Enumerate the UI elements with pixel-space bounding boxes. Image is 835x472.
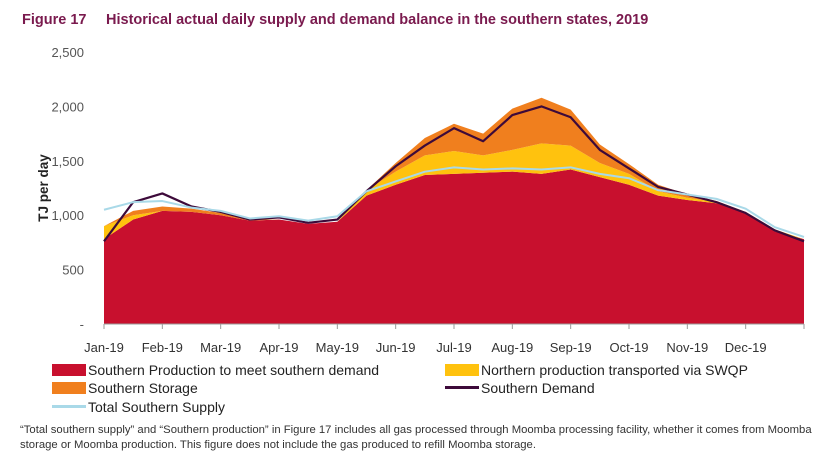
x-tick-label-jul-19: Jul-19 <box>436 340 471 355</box>
legend-line-total-supply <box>52 405 86 408</box>
figure-heading: Figure 17 Historical actual daily supply … <box>22 12 648 28</box>
area-northern-production-transported-via-swqp <box>104 143 804 240</box>
line-total-southern-supply <box>103 166 805 238</box>
y-axis-title: TJ per day <box>36 154 51 222</box>
x-tick-label-dec-19: Dec-19 <box>725 340 767 355</box>
figure-label: Figure 17 <box>22 12 87 28</box>
y-tick-label-0: - <box>80 317 84 332</box>
x-tick-label-jan-19: Jan-19 <box>84 340 124 355</box>
figure-note: “Total southern supply” and “Southern pr… <box>20 424 812 451</box>
legend-label-southern-demand: Southern Demand <box>481 380 595 396</box>
legend-item-total-supply: Total Southern Supply <box>52 399 225 415</box>
supply-demand-chart: - 500 1,000 1,500 2,000 2,500 TJ per day Jan-19… <box>36 45 805 355</box>
legend-swatch-southern-production <box>52 364 86 376</box>
y-tick-label-3: 1,500 <box>51 154 84 169</box>
x-tick-label-jun-19: Jun-19 <box>376 340 416 355</box>
y-tick-label-2: 1,000 <box>51 208 84 223</box>
legend-swatch-southern-storage <box>52 382 86 394</box>
legend-line-southern-demand <box>445 386 479 389</box>
y-tick-label-4: 2,000 <box>51 99 84 114</box>
y-tick-label-1: 500 <box>62 263 84 278</box>
figure-title: Historical actual daily supply and deman… <box>106 12 649 28</box>
x-tick-label-apr-19: Apr-19 <box>259 340 298 355</box>
legend-item-southern-demand: Southern Demand <box>445 380 595 396</box>
x-tick-label-sep-19: Sep-19 <box>550 340 592 355</box>
x-tick-label-nov-19: Nov-19 <box>666 340 708 355</box>
legend-item-southern-production: Southern Production to meet southern dem… <box>52 362 379 378</box>
x-tick-label-aug-19: Aug-19 <box>491 340 533 355</box>
area-southern-storage <box>104 97 804 240</box>
legend-item-southern-storage: Southern Storage <box>52 380 198 396</box>
legend-swatch-northern-production <box>445 364 479 376</box>
x-tick-label-mar-19: Mar-19 <box>200 340 241 355</box>
x-tick-label-may-19: May-19 <box>316 340 359 355</box>
x-tick-label-feb-19: Feb-19 <box>142 340 183 355</box>
y-tick-label-5: 2,500 <box>51 45 84 60</box>
legend-label-northern-production: Northern production transported via SWQP <box>481 362 748 378</box>
legend-item-northern-production: Northern production transported via SWQP <box>445 362 748 378</box>
x-tick-label-oct-19: Oct-19 <box>609 340 648 355</box>
area-southern-production-to-meet-southern-demand <box>104 169 804 324</box>
legend-label-total-supply: Total Southern Supply <box>88 399 225 415</box>
legend-label-southern-storage: Southern Storage <box>88 380 198 396</box>
legend-label-southern-production: Southern Production to meet southern dem… <box>88 362 380 378</box>
